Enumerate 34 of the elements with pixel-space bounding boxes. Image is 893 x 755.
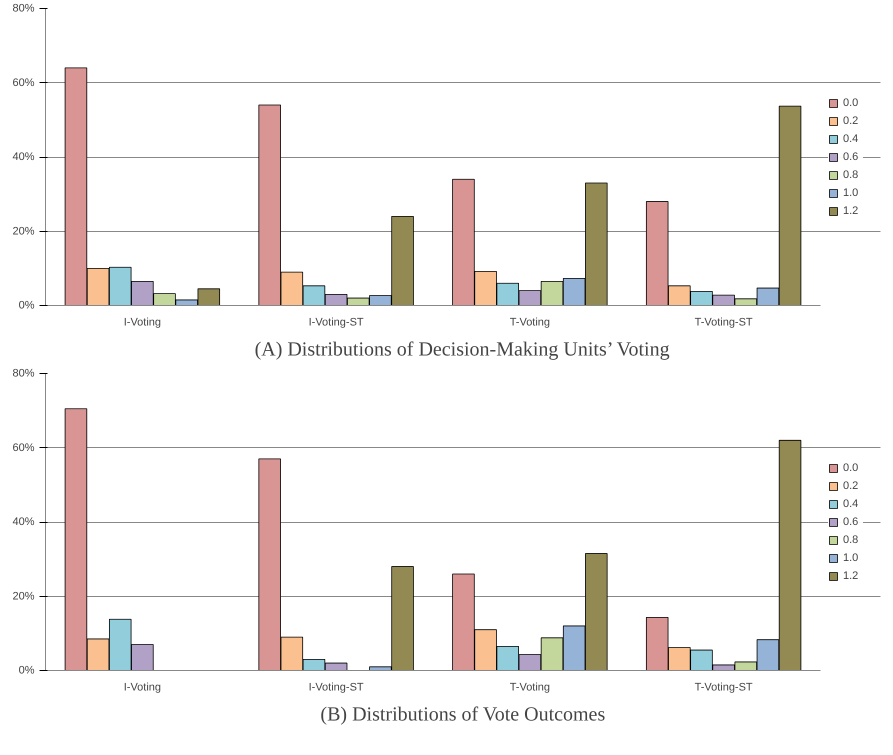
x-tick-label: T-Voting-ST (694, 316, 753, 328)
legend-label: 0.8 (843, 534, 860, 546)
x-tick-label: I-Voting-ST (308, 316, 364, 328)
legend-label: 0.0 (843, 462, 860, 474)
legend-label: 1.2 (843, 570, 860, 582)
legend-label: 1.2 (843, 205, 860, 217)
y-tick-label: 0% (18, 664, 35, 676)
legend-label: 0.0 (843, 97, 860, 109)
legend-label: 1.0 (843, 187, 860, 199)
x-tick-label: T-Voting (510, 682, 550, 694)
legend-label: 0.2 (843, 480, 860, 492)
legend-label: 0.4 (843, 498, 860, 510)
legend-label: 0.4 (843, 133, 860, 145)
y-tick-label: 60% (12, 76, 35, 89)
legend-label: 0.6 (843, 151, 860, 163)
y-tick-label: 0% (18, 300, 35, 312)
text: (A) Distributions of Decision-Making Units’ Voting (254, 338, 670, 360)
text: (B) Distributions of Vote Outcomes (320, 704, 606, 726)
legend-label: 0.6 (843, 516, 860, 528)
x-tick-label: I-Voting (124, 316, 162, 328)
x-tick-label: T-Voting (510, 316, 550, 328)
legend-label: 0.8 (843, 169, 860, 181)
y-tick-label: 80% (12, 368, 35, 380)
y-tick-label: 80% (12, 2, 35, 14)
x-tick-label: I-Voting-ST (308, 682, 364, 694)
y-tick-label: 20% (12, 590, 35, 602)
y-tick-label: 40% (12, 516, 35, 528)
x-tick-label: I-Voting (124, 682, 162, 694)
x-tick-label: T-Voting-ST (694, 682, 753, 694)
y-tick-label: 20% (12, 225, 35, 238)
y-tick-label: 60% (12, 442, 35, 454)
legend-label: 1.0 (843, 552, 860, 564)
y-tick-label: 40% (12, 151, 35, 163)
legend-label: 0.2 (843, 115, 860, 127)
